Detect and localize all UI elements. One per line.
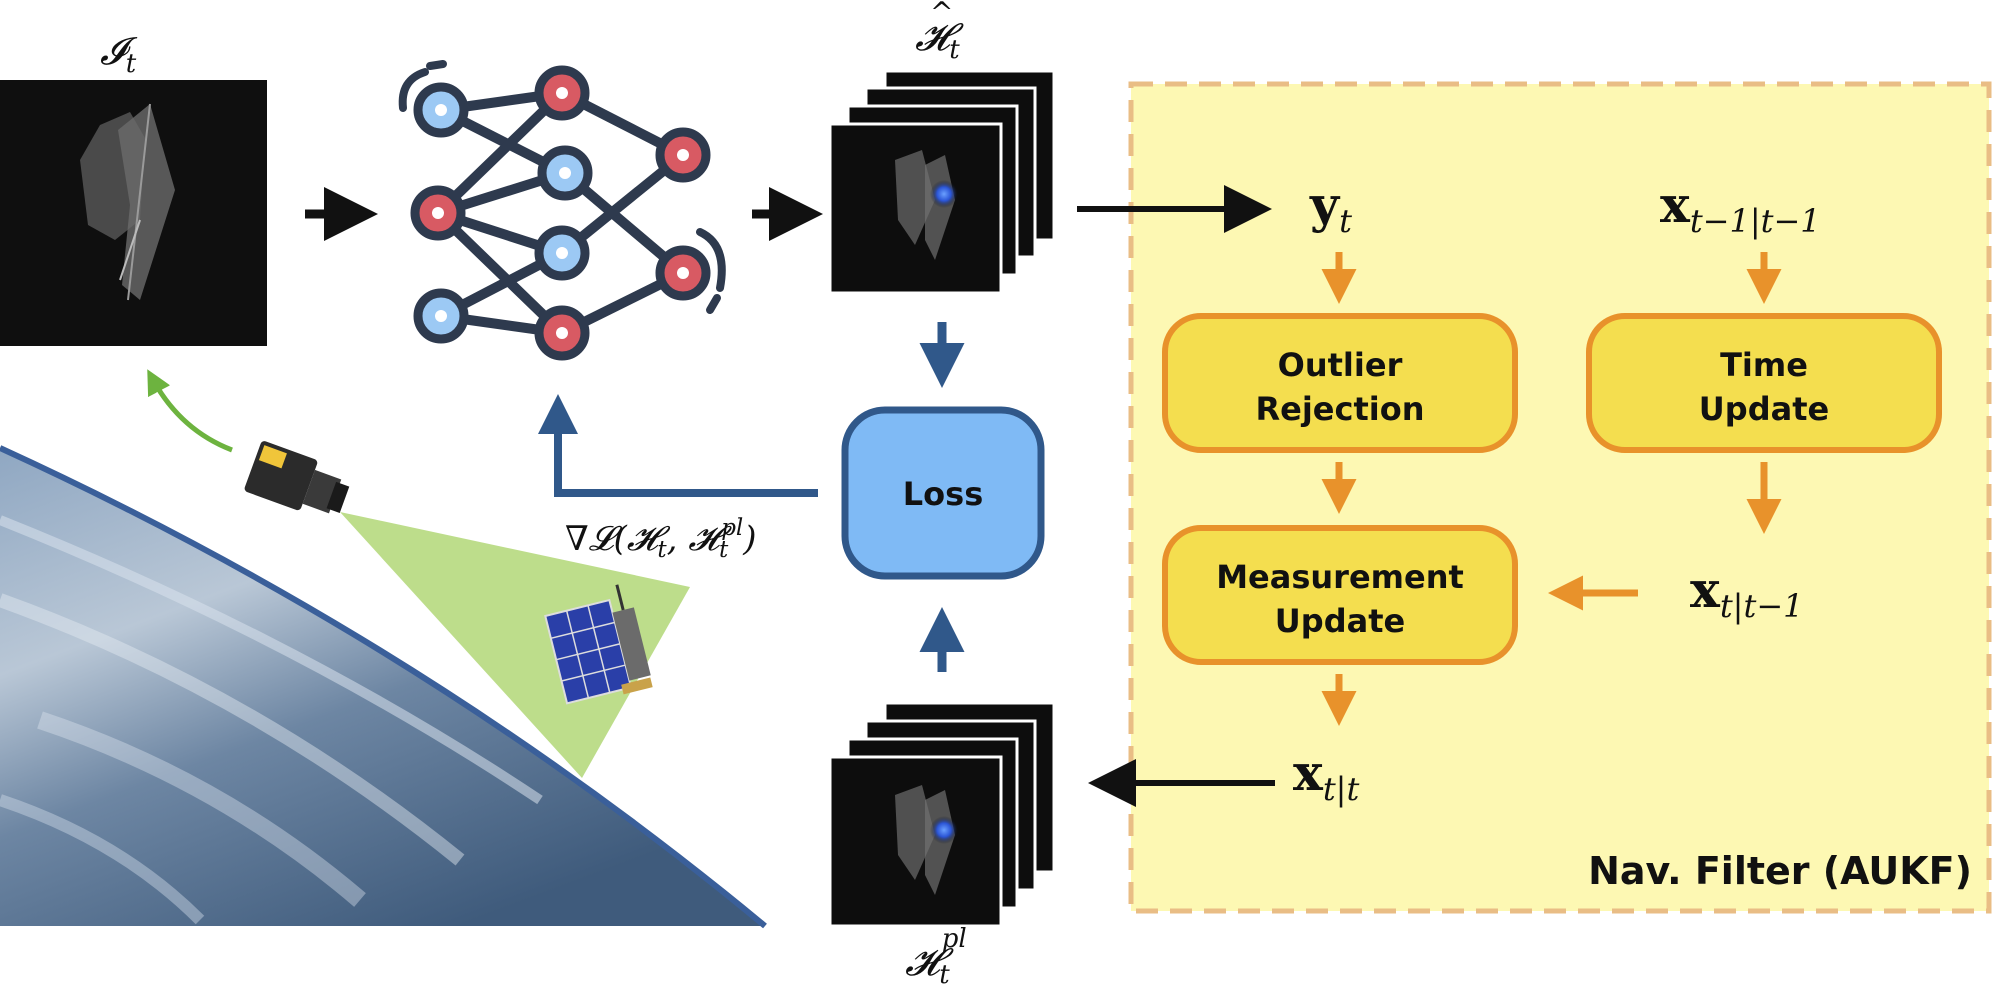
pseudo-label-heatmap-label: 𝓗tpl (905, 924, 967, 984)
nav-filter-title: Nav. Filter (AUKF) (1588, 849, 1972, 893)
camera-icon (244, 441, 350, 514)
loss-box (841, 406, 1045, 580)
nav-filter-region (1128, 81, 1992, 914)
satellite-icon (544, 584, 653, 705)
nn-output-nodes (655, 127, 711, 301)
capture-arrow (147, 369, 233, 453)
neural-network-icon (434, 88, 687, 338)
camera-fov (340, 512, 690, 778)
time-update-box (1586, 313, 1942, 453)
outlier-rejection-label-1: Outlier (1278, 346, 1403, 384)
state-pred: xt|t−1 (1690, 560, 1803, 625)
measurement-y: yt (1309, 175, 1352, 240)
state-prev: xt−1|t−1 (1660, 175, 1821, 240)
loss-label: Loss (903, 475, 983, 513)
measurement-update-label-1: Measurement (1216, 558, 1464, 596)
outlier-rejection-label-2: Rejection (1255, 390, 1424, 428)
outlier-rejection-box (1162, 313, 1518, 453)
input-image-label: 𝓘t (100, 29, 138, 79)
nn-hidden-nodes (534, 65, 593, 361)
predicted-heatmap-stack (828, 69, 1056, 295)
measurement-update-box (1162, 525, 1518, 665)
time-update-label-2: Update (1699, 390, 1829, 428)
earth-image (0, 445, 767, 929)
nn-activity-arcs (398, 60, 726, 314)
state-post: xt|t (1293, 743, 1359, 808)
pseudo-label-heatmap-stack (828, 701, 1056, 928)
gradient-arrow (538, 394, 818, 497)
gradient-label: ∇𝓛(𝓗t, 𝓗tpl) (565, 515, 757, 563)
predicted-heatmap-hat: ^ (930, 0, 953, 29)
input-image (0, 80, 267, 346)
time-update-label-1: Time (1720, 346, 1808, 384)
measurement-update-label-2: Update (1275, 602, 1405, 640)
nn-input-nodes (410, 82, 469, 344)
